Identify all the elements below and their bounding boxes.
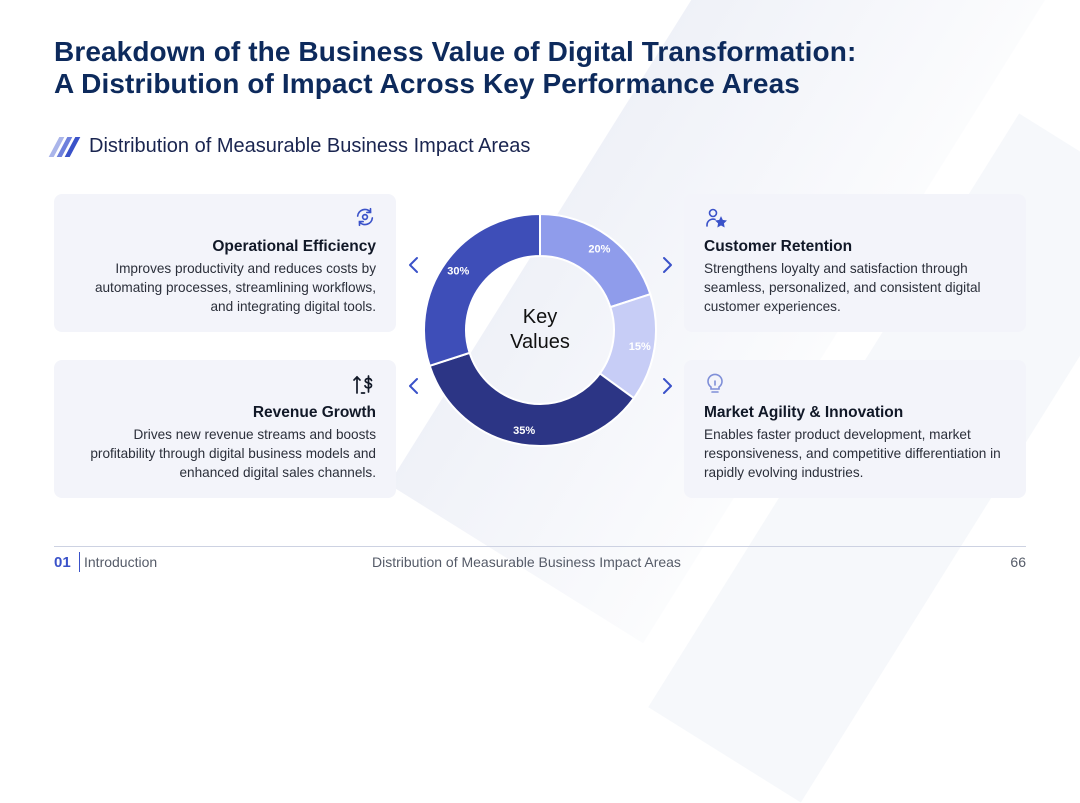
card-description: Strengthens loyalty and satisfaction thr… bbox=[704, 261, 981, 314]
donut-slice bbox=[428, 351, 636, 447]
donut-slice-label: 35% bbox=[513, 425, 535, 437]
donut-slice-label: 15% bbox=[629, 341, 651, 353]
section-name: Introduction bbox=[84, 554, 158, 570]
card-description: Improves productivity and reduces costs … bbox=[94, 261, 376, 314]
donut-slice bbox=[539, 212, 652, 309]
subtitle-text: Distribution of Measurable Business Impa… bbox=[89, 135, 531, 157]
page-number: 66 bbox=[1010, 554, 1026, 570]
card-revenue-growth: Revenue Growth Drives new revenue stream… bbox=[54, 360, 396, 498]
chevron-right-icon bbox=[663, 257, 672, 273]
dollar-up-icon bbox=[352, 372, 376, 401]
chevron-left-icon bbox=[409, 378, 418, 394]
footer-divider bbox=[54, 546, 1026, 547]
donut-chart: 20% 15% 35% 30% bbox=[423, 212, 657, 447]
slashes-decoration bbox=[48, 136, 81, 157]
gear-cycle-icon bbox=[354, 206, 376, 233]
center-label-line: Key bbox=[522, 306, 558, 328]
card-customer-retention: Customer Retention Strengthens loyalty a… bbox=[684, 194, 1026, 332]
card-title: Revenue Growth bbox=[252, 404, 376, 421]
card-operational-efficiency: Operational Efficiency Improves producti… bbox=[54, 194, 396, 332]
page-title: Breakdown of the Business Value of Digit… bbox=[54, 36, 1034, 100]
card-description: Drives new revenue streams and boosts pr… bbox=[90, 427, 376, 480]
donut-slice bbox=[423, 212, 541, 368]
lightbulb-icon bbox=[704, 372, 726, 401]
card-market-agility: Market Agility & Innovation Enables fast… bbox=[684, 360, 1026, 498]
section-number: 01 bbox=[54, 554, 71, 571]
card-title: Operational Efficiency bbox=[212, 238, 376, 255]
user-star-icon bbox=[704, 206, 728, 235]
footer-title: Distribution of Measurable Business Impa… bbox=[372, 554, 681, 570]
card-title: Market Agility & Innovation bbox=[704, 404, 904, 421]
chart-center-label: Key Values bbox=[460, 305, 620, 355]
center-label-line: Values bbox=[510, 331, 570, 353]
chevron-right-icon bbox=[663, 378, 672, 394]
footer-separator bbox=[79, 552, 80, 572]
donut-slice-label: 30% bbox=[447, 266, 469, 278]
donut-slice-label: 20% bbox=[588, 243, 610, 255]
card-title: Customer Retention bbox=[704, 238, 853, 255]
chevron-left-icon bbox=[409, 257, 418, 273]
section-subtitle: Distribution of Measurable Business Impa… bbox=[48, 135, 531, 158]
card-description: Enables faster product development, mark… bbox=[704, 427, 1001, 480]
title-line-2: A Distribution of Impact Across Key Perf… bbox=[54, 68, 800, 99]
title-line-1: Breakdown of the Business Value of Digit… bbox=[54, 36, 857, 67]
